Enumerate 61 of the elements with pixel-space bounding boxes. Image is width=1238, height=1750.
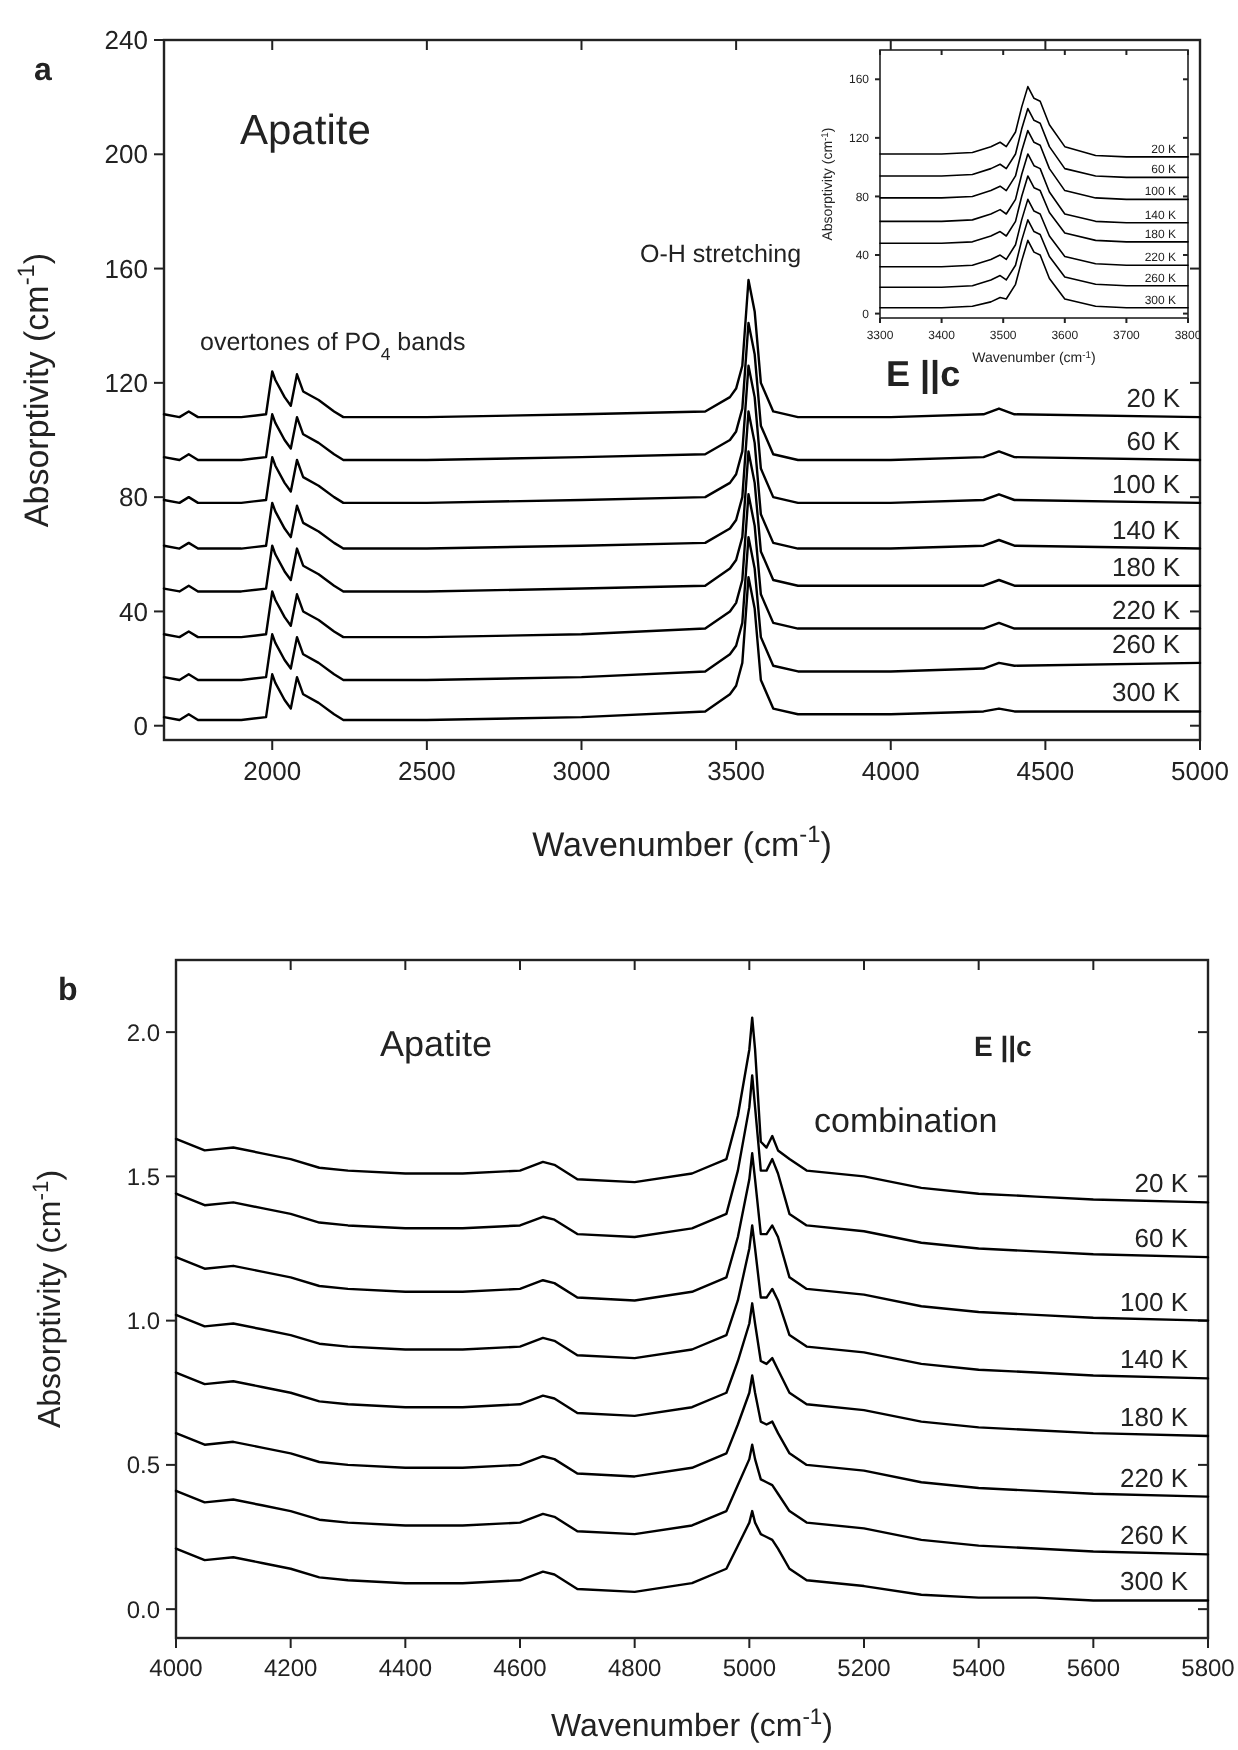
x-tick-label: 4600 (493, 1654, 548, 1682)
series-label: 20 K (1126, 383, 1181, 414)
chart-title: a (34, 54, 52, 88)
annotation: combination (814, 1102, 998, 1140)
annotation: Apatite (240, 108, 371, 154)
y-tick-label: 160 (104, 253, 148, 284)
annotation: O-H stretching (640, 240, 802, 268)
series-label: 180 K (1120, 1402, 1189, 1433)
x-tick-label: 4000 (149, 1654, 204, 1682)
x-tick-label: 4500 (1016, 756, 1075, 786)
line-series (174, 1374, 1210, 1498)
series-label: 140 K (1112, 514, 1181, 545)
annotation: E ||c (886, 354, 961, 394)
x-tick-label: 4200 (263, 1654, 319, 1682)
y-tick-label: 0.5 (126, 1451, 161, 1480)
series-label: 60 K (1126, 426, 1181, 456)
y-tick-label: 1.5 (126, 1162, 161, 1191)
x-tick-label: 2000 (243, 756, 302, 786)
y-tick-label: 0 (133, 710, 148, 741)
series-label: 260 K (1112, 628, 1181, 659)
y-tick-label: 240 (104, 25, 148, 56)
line-series (174, 1443, 1210, 1556)
series-label: 100 K (1120, 1286, 1189, 1317)
series-label: 300 K (1120, 1566, 1189, 1597)
line-series (174, 1224, 1210, 1380)
series-label: 20 K (1134, 1168, 1189, 1199)
y-tick-label: 0.0 (126, 1595, 161, 1624)
x-tick-label: 2500 (397, 756, 456, 786)
y-tick-label: 1.0 (126, 1307, 161, 1336)
y-tick-label: 120 (104, 367, 148, 398)
line-series (174, 1509, 1210, 1602)
series-label: 60 K (1134, 1223, 1189, 1254)
annotation: E ||c (974, 1030, 1033, 1064)
x-tick-label: 4400 (378, 1654, 433, 1682)
y-tick-label: 2.0 (126, 1018, 161, 1047)
series-label: 180 K (1112, 551, 1181, 582)
x-axis-title: Wavenumber (cm$^{-1}$) (551, 1706, 833, 1744)
series-label: 140 K (1120, 1344, 1189, 1375)
annotation: Apatite (380, 1024, 493, 1064)
x-tick-label: 5200 (837, 1654, 892, 1682)
series-label: 300 K (1112, 677, 1181, 708)
annotation: overtones of PO$_{4}$ bands (200, 328, 466, 364)
x-tick-label: 4800 (607, 1654, 663, 1682)
y-tick-label: 80 (119, 482, 148, 513)
x-tick-label: 3500 (707, 756, 766, 786)
series-label: 100 K (1112, 468, 1181, 499)
x-tick-label: 3000 (552, 756, 611, 786)
x-tick-label: 5000 (722, 1654, 777, 1682)
series-label: 260 K (1120, 1520, 1189, 1551)
y-tick-label: 40 (119, 596, 148, 627)
series-label: 220 K (1112, 594, 1181, 625)
x-tick-label: 5800 (1181, 1654, 1236, 1682)
x-tick-label: 4000 (861, 756, 920, 786)
x-tick-label: 5000 (1171, 756, 1229, 786)
x-tick-label: 5600 (1066, 1654, 1121, 1682)
line-series (174, 1152, 1210, 1322)
y-tick-label: 200 (104, 139, 148, 170)
x-axis-title: Wavenumber (cm$^{-1}$) (532, 820, 832, 864)
chart-title: b (58, 974, 78, 1008)
series-label: 220 K (1120, 1462, 1189, 1493)
x-tick-label: 5400 (951, 1654, 1007, 1682)
